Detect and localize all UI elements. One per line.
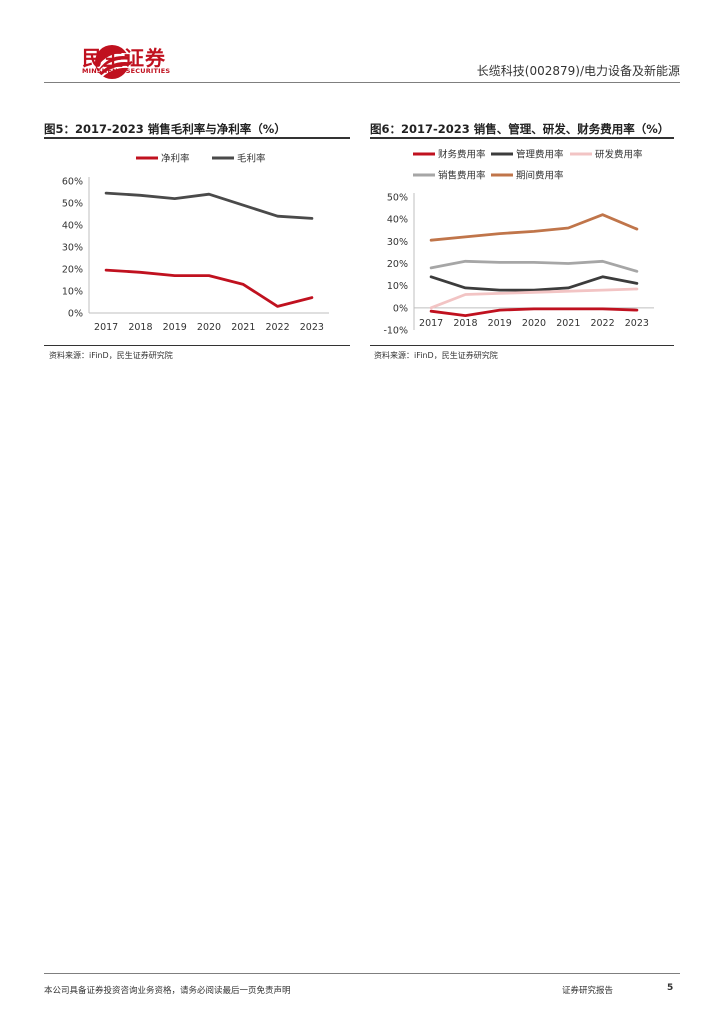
x-tick-label: 2022 <box>590 318 614 329</box>
x-tick-label: 2019 <box>163 322 187 333</box>
legend-label: 销售费用率 <box>438 170 486 182</box>
y-tick-label: 20% <box>62 265 83 276</box>
legend-label: 净利率 <box>161 153 190 165</box>
x-tick-label: 2018 <box>453 318 477 329</box>
x-tick-label: 2017 <box>94 322 118 333</box>
series-line-4 <box>429 259 639 273</box>
figure-6-top-rule <box>370 137 674 139</box>
x-tick-label: 2019 <box>488 318 512 329</box>
series-line-5 <box>429 213 639 242</box>
figure-5-top-rule <box>44 137 350 139</box>
figure-6-bottom-rule <box>370 345 674 346</box>
y-tick-label: 40% <box>387 215 408 226</box>
report-tag: 长缆科技(002879)/电力设备及新能源 <box>476 64 680 78</box>
logo-text-cn: 民生证券 <box>82 46 166 70</box>
x-tick-label: 2021 <box>556 318 580 329</box>
figure-5-title: 图5：2017-2023 销售毛利率与净利率（%） <box>44 122 286 136</box>
footer-divider <box>44 973 680 974</box>
y-tick-label: 50% <box>387 193 408 204</box>
footer-disclaimer: 本公司具备证券投资咨询业务资格，请务必阅读最后一页免责声明 <box>44 986 291 996</box>
y-tick-label: 30% <box>62 243 83 254</box>
figure-6-chart: -10% 0% 10% 20% 30% 40% 50% 2017 2018 2019 2020 202… <box>383 149 654 337</box>
page-number: 5 <box>667 983 674 993</box>
header-divider <box>44 82 680 83</box>
figure-5-bottom-rule <box>44 345 350 346</box>
y-tick-label: 20% <box>387 259 408 270</box>
y-tick-label: 50% <box>62 199 83 210</box>
legend-label: 期间费用率 <box>516 170 564 182</box>
legend-label: 毛利率 <box>237 153 266 165</box>
figure-6-source: 资料来源：iFinD，民生证券研究院 <box>374 351 498 360</box>
logo-text-en: MINSHENG SECURITIES <box>82 67 171 75</box>
y-tick-label: 30% <box>387 237 408 248</box>
y-tick-label: 0% <box>393 303 408 314</box>
x-tick-label: 2020 <box>522 318 546 329</box>
y-tick-label: 60% <box>62 177 83 188</box>
series-line-2 <box>429 275 639 292</box>
y-tick-label: -10% <box>383 326 408 337</box>
x-tick-label: 2021 <box>231 322 255 333</box>
y-tick-label: 10% <box>387 281 408 292</box>
x-tick-label: 2018 <box>128 322 152 333</box>
x-tick-label: 2023 <box>300 322 324 333</box>
x-tick-label: 2023 <box>625 318 649 329</box>
minsheng-logo-icon <box>95 45 130 79</box>
series-line-2 <box>104 191 314 220</box>
legend-label: 研发费用率 <box>595 149 643 161</box>
legend-label: 财务费用率 <box>438 149 486 161</box>
series-line-1 <box>429 307 639 318</box>
series-line-3 <box>429 287 639 310</box>
footer-report-type: 证券研究报告 <box>562 986 614 996</box>
x-tick-label: 2020 <box>197 322 221 333</box>
y-tick-label: 0% <box>68 309 83 320</box>
x-tick-label: 2017 <box>419 318 443 329</box>
figure-5-chart: 0% 10% 20% 30% 40% 50% 60% 2017 2018 2019 2020 2021… <box>62 153 329 333</box>
legend-label: 管理费用率 <box>516 149 564 161</box>
x-tick-label: 2022 <box>265 322 289 333</box>
figure-5-source: 资料来源：iFinD，民生证券研究院 <box>49 351 173 360</box>
y-tick-label: 40% <box>62 221 83 232</box>
y-tick-label: 10% <box>62 287 83 298</box>
figure-6-title: 图6：2017-2023 销售、管理、研发、财务费用率（%） <box>370 122 670 136</box>
